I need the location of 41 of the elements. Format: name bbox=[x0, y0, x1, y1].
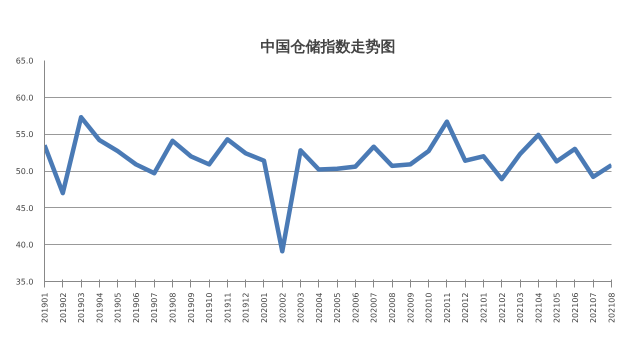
x-tick-label: 202009 bbox=[406, 292, 416, 324]
x-tick-label: 202007 bbox=[370, 292, 379, 324]
y-tick-label: 50.0 bbox=[16, 167, 34, 176]
x-tick-label: 201901 bbox=[40, 292, 50, 324]
y-tick-label: 65.0 bbox=[16, 56, 34, 66]
x-tick-label: 201912 bbox=[242, 292, 251, 324]
x-tick-label: 201907 bbox=[150, 292, 160, 324]
x-tick-label: 201904 bbox=[95, 292, 104, 324]
x-tick-label: 201903 bbox=[77, 292, 86, 324]
x-tick-label: 202002 bbox=[278, 292, 288, 324]
x-tick-label: 202008 bbox=[388, 292, 398, 324]
x-tick-label: 202012 bbox=[461, 292, 470, 324]
y-tick-label: 60.0 bbox=[16, 93, 34, 102]
x-tick-label: 202107 bbox=[589, 292, 598, 324]
y-tick-label: 35.0 bbox=[16, 278, 34, 286]
x-tick-label: 202102 bbox=[498, 292, 507, 324]
x-tick-label: 202108 bbox=[608, 292, 616, 324]
y-tick-label: 45.0 bbox=[16, 204, 34, 213]
chart-title: 中国仓储指数走势图 bbox=[260, 38, 396, 56]
y-tick-label: 55.0 bbox=[16, 130, 34, 140]
x-tick-label: 202010 bbox=[424, 292, 434, 324]
x-tick-label: 202011 bbox=[442, 292, 452, 324]
x-tick-label: 202005 bbox=[333, 292, 342, 324]
x-tick-label: 202006 bbox=[351, 292, 360, 324]
x-tick-label: 201905 bbox=[114, 292, 123, 324]
x-tick-label: 202104 bbox=[534, 292, 544, 324]
x-tick-label: 201908 bbox=[168, 292, 178, 324]
x-tick-label: 202105 bbox=[552, 292, 562, 324]
x-tick-label: 202103 bbox=[516, 292, 526, 324]
y-tick-label: 40.0 bbox=[16, 240, 34, 250]
x-tick-label: 202101 bbox=[479, 292, 488, 324]
line-series bbox=[44, 114, 612, 254]
x-tick-label: 202001 bbox=[260, 292, 269, 324]
x-tick-label: 202004 bbox=[314, 292, 324, 324]
x-tick-label: 201910 bbox=[205, 292, 214, 324]
x-tick-label: 201909 bbox=[186, 292, 196, 324]
x-tick-label: 201906 bbox=[132, 292, 141, 324]
x-tick-label: 201911 bbox=[223, 292, 232, 324]
x-tick-label: 202106 bbox=[570, 292, 580, 324]
x-tick-label: 202003 bbox=[296, 292, 306, 324]
x-tick-label: 201902 bbox=[58, 292, 68, 324]
